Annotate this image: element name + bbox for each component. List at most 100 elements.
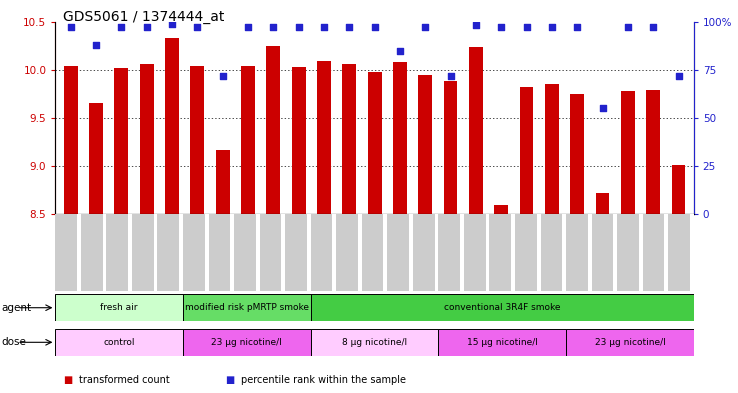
Point [546, 24, 558, 31]
Point [65, 24, 77, 31]
Text: ■: ■ [63, 375, 72, 386]
Bar [139, 64, 154, 214]
Bar [613, 214, 617, 291]
Bar [566, 329, 694, 356]
Bar [103, 214, 106, 291]
Text: dose: dose [1, 337, 27, 347]
Bar [342, 64, 356, 214]
Bar [545, 84, 559, 214]
Bar [77, 214, 81, 291]
Bar [183, 329, 311, 356]
Text: GDS5061 / 1374444_at: GDS5061 / 1374444_at [63, 10, 224, 24]
Bar [106, 214, 132, 291]
Bar [179, 214, 183, 291]
Bar [215, 150, 230, 214]
Bar [621, 91, 635, 214]
Bar [89, 103, 103, 214]
Bar [672, 165, 686, 214]
Bar [646, 90, 661, 214]
Bar [664, 214, 668, 291]
Bar [285, 214, 311, 291]
Point [191, 24, 203, 31]
Bar [515, 214, 540, 291]
Point [394, 48, 406, 54]
Bar [256, 214, 260, 291]
Bar [337, 214, 362, 291]
Point [571, 24, 583, 31]
Point [267, 24, 279, 31]
Bar [690, 214, 694, 291]
Bar [204, 214, 209, 291]
Text: 8 μg nicotine/l: 8 μg nicotine/l [342, 338, 407, 347]
Bar [596, 193, 610, 214]
Bar [540, 214, 566, 291]
Bar [358, 214, 362, 291]
Point [495, 24, 507, 31]
Bar [332, 214, 337, 291]
Bar [63, 66, 77, 214]
Bar [81, 214, 106, 291]
Text: 23 μg nicotine/l: 23 μg nicotine/l [595, 338, 665, 347]
Point [242, 24, 254, 31]
Bar [435, 214, 438, 291]
Bar [387, 214, 413, 291]
Bar [132, 214, 157, 291]
Point [217, 72, 229, 79]
Bar [570, 94, 584, 214]
Bar [209, 214, 234, 291]
Point [672, 72, 684, 79]
Bar [183, 294, 311, 321]
Point [368, 24, 380, 31]
Point [470, 22, 482, 29]
Bar [438, 214, 464, 291]
Bar [562, 214, 566, 291]
Bar [494, 205, 508, 214]
Bar [362, 214, 387, 291]
Point [343, 24, 355, 31]
Point [90, 42, 102, 48]
Bar [438, 329, 566, 356]
Bar [55, 329, 183, 356]
Point [596, 105, 608, 112]
Text: 15 μg nicotine/l: 15 μg nicotine/l [466, 338, 538, 347]
Point [293, 24, 305, 31]
Text: modified risk pMRTP smoke: modified risk pMRTP smoke [184, 303, 309, 312]
Text: fresh air: fresh air [100, 303, 138, 312]
Bar [165, 38, 179, 214]
Text: 23 μg nicotine/l: 23 μg nicotine/l [212, 338, 282, 347]
Bar [566, 214, 592, 291]
Bar [114, 68, 128, 214]
Bar [587, 214, 592, 291]
Bar [230, 214, 234, 291]
Bar [464, 214, 489, 291]
Bar [486, 214, 489, 291]
Bar [311, 214, 337, 291]
Bar [460, 214, 464, 291]
Text: control: control [103, 338, 135, 347]
Bar [183, 214, 209, 291]
Bar [307, 214, 311, 291]
Bar [668, 214, 694, 291]
Bar [413, 214, 438, 291]
Bar [317, 61, 331, 214]
Bar [281, 214, 285, 291]
Point [520, 24, 532, 31]
Point [444, 72, 456, 79]
Bar [511, 214, 515, 291]
Bar [234, 214, 260, 291]
Text: conventional 3R4F smoke: conventional 3R4F smoke [444, 303, 560, 312]
Bar [617, 214, 643, 291]
Bar [409, 214, 413, 291]
Bar [643, 214, 668, 291]
Bar [592, 214, 617, 291]
Bar [639, 214, 643, 291]
Bar [128, 214, 132, 291]
Point [647, 24, 659, 31]
Point [318, 24, 330, 31]
Bar [418, 75, 432, 214]
Text: percentile rank within the sample: percentile rank within the sample [241, 375, 407, 386]
Bar [384, 214, 387, 291]
Bar [55, 214, 81, 291]
Text: transformed count: transformed count [79, 375, 170, 386]
Bar [537, 214, 540, 291]
